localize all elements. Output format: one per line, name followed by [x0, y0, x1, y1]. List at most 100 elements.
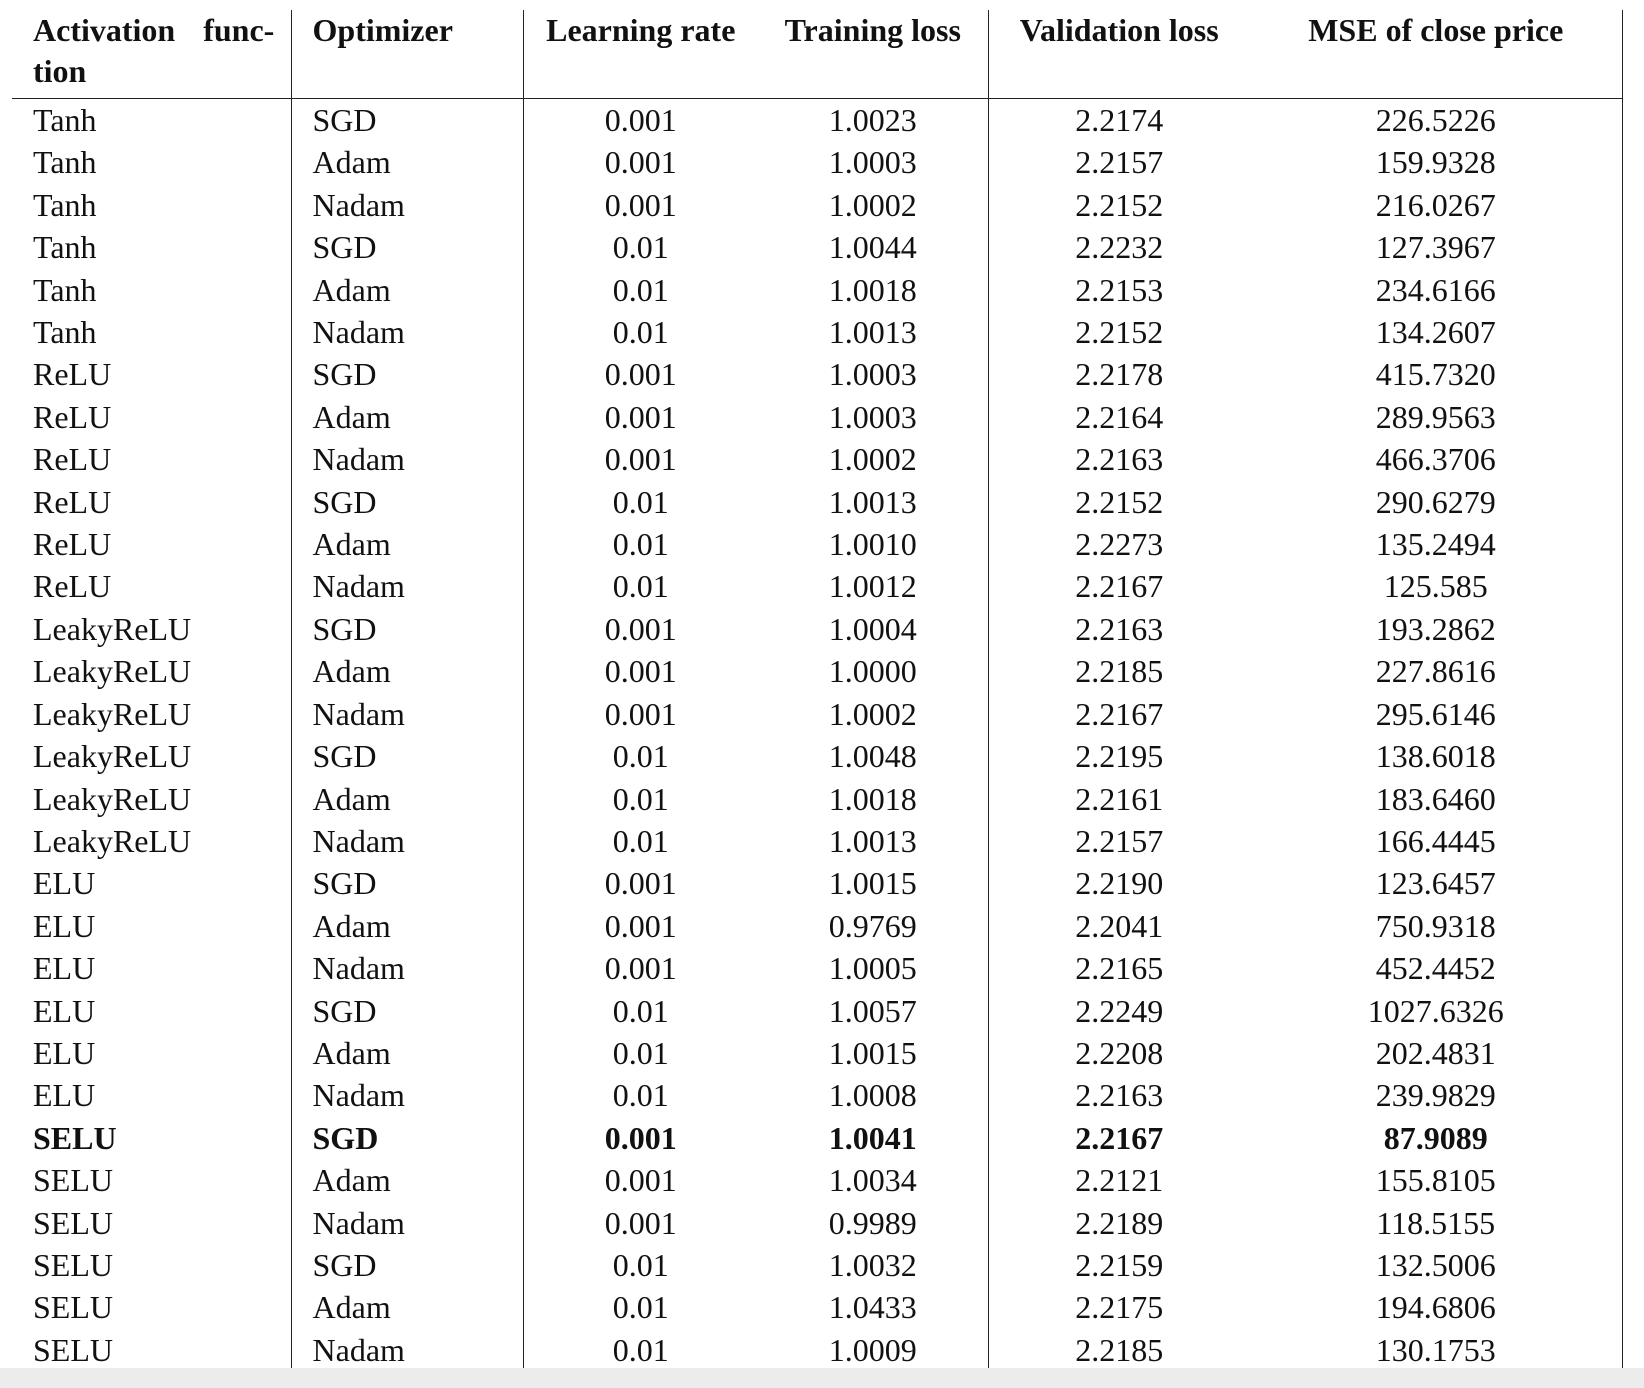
cell-optimizer: Nadam	[291, 1201, 524, 1244]
table-row: SELU Nadam 0.01 1.0009 2.2185 130.1753	[12, 1328, 1623, 1373]
cell-learning-rate: 0.01	[612, 314, 669, 351]
cell-training-loss: 1.0008	[758, 1074, 989, 1117]
cell-learning-rate: 0.001	[604, 907, 677, 944]
cell-activation: LeakyReLU	[12, 777, 292, 820]
cell-training-loss: 1.0000	[758, 650, 989, 693]
cell-mse: 123.6457	[1250, 862, 1623, 905]
cell-activation: ReLU	[12, 395, 292, 439]
cell-optimizer: Nadam	[291, 311, 524, 354]
cell-learning-rate: 0.01	[612, 738, 669, 775]
table-body: Tanh SGD 0.001 1.0023 2.2174 226.5226 Tanh Adam…	[12, 98, 1623, 1373]
cell-activation: Tanh	[12, 98, 292, 142]
table-row: SELU Nadam 0.001 0.9989 2.2189 118.5155	[12, 1201, 1623, 1244]
cell-activation: ELU	[12, 904, 292, 948]
table-row: Tanh SGD 0.001 1.0023 2.2174 226.5226	[12, 98, 1623, 142]
cell-activation: ELU	[12, 989, 292, 1032]
cell-mse: 194.6806	[1250, 1286, 1623, 1329]
cell-mse: 125.585	[1250, 565, 1623, 608]
cell-training-loss: 1.0015	[758, 1031, 989, 1075]
cell-validation-loss: 2.2167	[1075, 695, 1164, 732]
cell-training-loss: 1.0023	[758, 98, 989, 142]
cell-mse: 127.3967	[1250, 226, 1623, 269]
cell-training-loss: 0.9989	[758, 1201, 989, 1244]
cell-optimizer: Adam	[291, 1286, 524, 1329]
table-row: ELU Adam 0.001 0.9769 2.2041 750.9318	[12, 904, 1623, 948]
cell-training-loss: 1.0010	[758, 523, 989, 566]
cell-activation: ELU	[12, 862, 292, 905]
cell-training-loss: 1.0005	[758, 947, 989, 990]
cell-training-loss: 1.0032	[758, 1243, 989, 1287]
cell-validation-loss: 2.2157	[1075, 822, 1164, 859]
cell-activation: Tanh	[12, 226, 292, 269]
cell-learning-rate: 0.001	[604, 653, 677, 690]
cell-optimizer: SGD	[291, 1243, 524, 1287]
cell-optimizer: Adam	[291, 777, 524, 820]
cell-activation: ELU	[12, 947, 292, 990]
table-row: ReLU Adam 0.001 1.0003 2.2164 289.9563	[12, 395, 1623, 439]
cell-optimizer: SGD	[291, 735, 524, 778]
cell-learning-rate: 0.01	[612, 780, 669, 817]
cell-training-loss: 1.0012	[758, 565, 989, 608]
header-mse-close-price: MSE of close price	[1250, 10, 1623, 99]
cell-optimizer: SGD	[291, 353, 524, 396]
cell-validation-loss: 2.2163	[1075, 610, 1164, 647]
cell-optimizer: SGD	[291, 862, 524, 905]
cell-validation-loss: 2.2152	[1075, 483, 1164, 520]
cell-optimizer: Adam	[291, 1031, 524, 1075]
header-learning-rate: Learning rate	[523, 10, 758, 99]
cell-training-loss: 1.0004	[758, 607, 989, 651]
cell-activation: ReLU	[12, 438, 292, 481]
cell-training-loss: 1.0057	[758, 989, 989, 1032]
table-row: Tanh Adam 0.001 1.0003 2.2157 159.9328	[12, 141, 1623, 184]
cell-mse: 183.6460	[1250, 777, 1623, 820]
cell-activation: ReLU	[12, 353, 292, 396]
table-row: LeakyReLU Nadam 0.01 1.0013 2.2157 166.4445	[12, 819, 1623, 863]
cell-optimizer: SGD	[291, 98, 524, 142]
cell-optimizer: Nadam	[291, 947, 524, 990]
cell-learning-rate: 0.01	[612, 229, 669, 266]
cell-validation-loss: 2.2273	[1075, 526, 1164, 563]
cell-validation-loss: 2.2163	[1075, 441, 1164, 478]
cell-training-loss: 1.0018	[758, 777, 989, 820]
cell-learning-rate: 0.01	[612, 483, 669, 520]
cell-activation: ReLU	[12, 480, 292, 524]
cell-optimizer: Nadam	[291, 183, 524, 227]
cell-mse: 155.8105	[1250, 1159, 1623, 1202]
table-row: LeakyReLU Nadam 0.001 1.0002 2.2167 295.6146	[12, 692, 1623, 736]
cell-learning-rate: 0.01	[612, 271, 669, 308]
cell-learning-rate: 0.001	[604, 441, 677, 478]
cell-training-loss: 1.0002	[758, 438, 989, 481]
cell-training-loss: 1.0018	[758, 268, 989, 312]
cell-activation: SELU	[12, 1243, 292, 1287]
cell-mse: 193.2862	[1250, 607, 1623, 651]
table-row: ReLU Nadam 0.001 1.0002 2.2163 466.3706	[12, 438, 1623, 481]
cell-learning-rate: 0.001	[604, 186, 677, 223]
cell-optimizer: SGD	[291, 1116, 524, 1160]
cell-validation-loss: 2.2175	[1075, 1289, 1164, 1326]
cell-activation: SELU	[12, 1201, 292, 1244]
cell-optimizer: SGD	[291, 607, 524, 651]
table-row: ReLU SGD 0.01 1.0013 2.2152 290.6279	[12, 480, 1623, 524]
cell-validation-loss: 2.2185	[1075, 653, 1164, 690]
cell-mse: 132.5006	[1250, 1243, 1623, 1287]
cell-mse: 1027.6326	[1250, 989, 1623, 1032]
table-row: LeakyReLU Adam 0.01 1.0018 2.2161 183.6460	[12, 777, 1623, 820]
table-row: SELU SGD 0.001 1.0041 2.2167 87.9089	[12, 1116, 1623, 1160]
cell-training-loss: 1.0034	[758, 1159, 989, 1202]
cell-learning-rate: 0.001	[604, 695, 677, 732]
table-row: ELU Nadam 0.01 1.0008 2.2163 239.9829	[12, 1074, 1623, 1117]
cell-training-loss: 1.0009	[758, 1328, 989, 1373]
cell-mse: 239.9829	[1250, 1074, 1623, 1117]
header-validation-loss: Validation loss	[988, 10, 1250, 99]
cell-validation-loss: 2.2167	[1075, 1119, 1164, 1156]
header-activation-function: Activation func-tion	[12, 10, 292, 99]
table-row: ReLU Adam 0.01 1.0010 2.2273 135.2494	[12, 523, 1623, 566]
cell-validation-loss: 2.2161	[1075, 780, 1164, 817]
cell-optimizer: Adam	[291, 268, 524, 312]
cell-activation: LeakyReLU	[12, 650, 292, 693]
cell-validation-loss: 2.2159	[1075, 1246, 1164, 1283]
cell-mse: 415.7320	[1250, 353, 1623, 396]
cell-training-loss: 0.9769	[758, 904, 989, 948]
cell-activation: SELU	[12, 1116, 292, 1160]
cell-training-loss: 1.0041	[758, 1116, 989, 1160]
